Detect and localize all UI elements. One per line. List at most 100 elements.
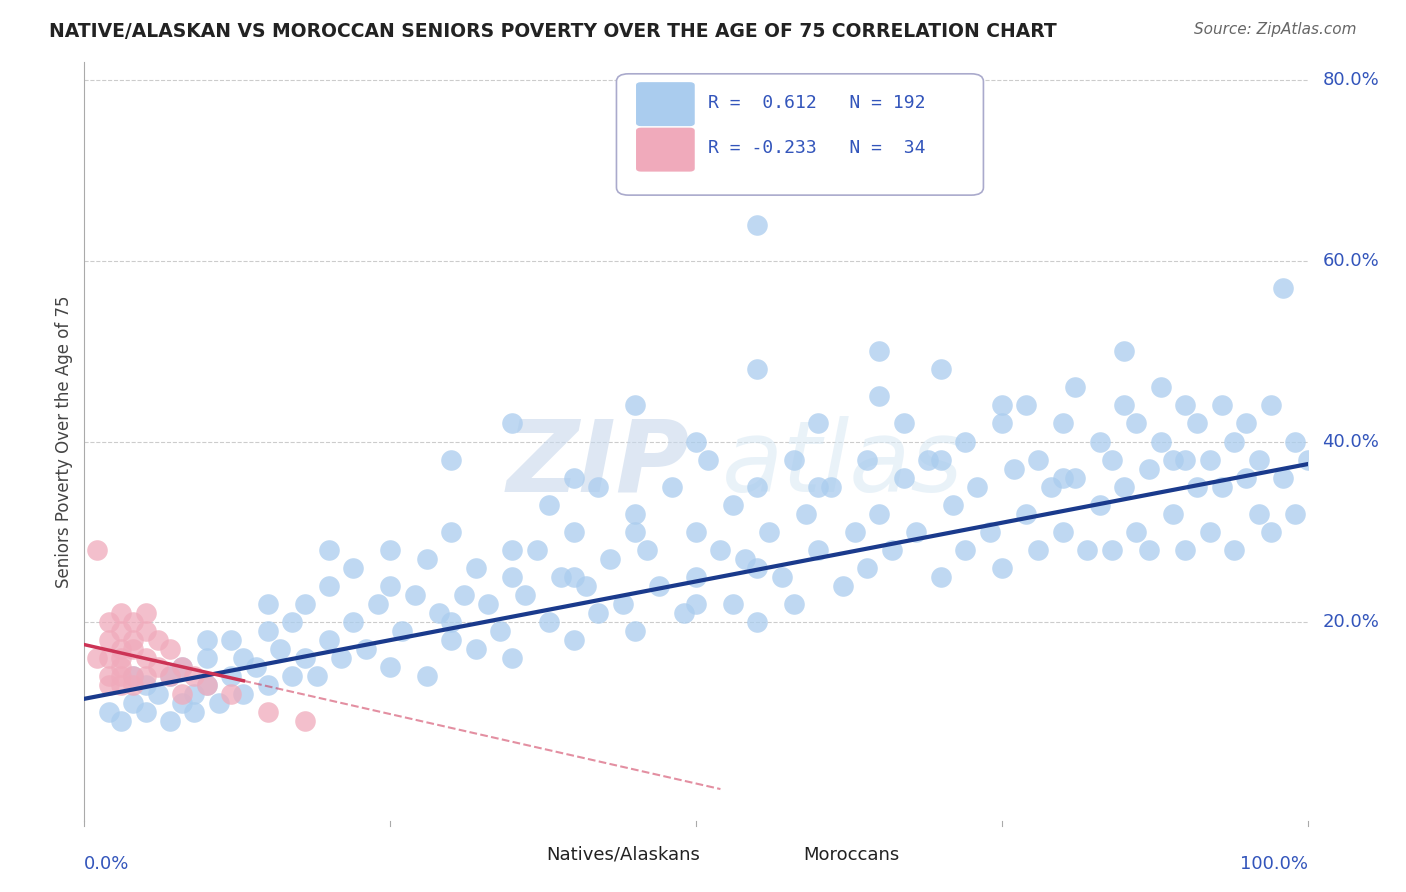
Point [269,642,291,657]
Point [575,579,598,593]
Point [318,542,340,557]
Text: atlas: atlas [721,416,963,513]
Point [1161,452,1184,467]
Point [159,714,181,729]
Point [1076,542,1098,557]
Point [122,615,145,629]
Point [1236,470,1258,484]
Point [257,706,280,720]
Point [380,660,402,674]
Point [685,434,707,449]
Point [183,706,205,720]
Point [562,470,585,484]
Point [122,678,145,692]
Text: 100.0%: 100.0% [1240,855,1308,872]
Point [538,615,561,629]
Point [747,615,769,629]
Point [110,660,132,674]
Point [709,542,731,557]
FancyBboxPatch shape [636,128,695,171]
Point [820,480,842,494]
Point [97,633,120,648]
Point [380,579,402,593]
Point [122,633,145,648]
Point [942,498,965,512]
Point [172,687,194,701]
Point [159,669,181,683]
Point [966,480,988,494]
Point [672,606,695,620]
Point [135,651,157,665]
Point [586,480,609,494]
Point [440,452,463,467]
Point [783,452,806,467]
Point [354,642,377,657]
Point [294,714,316,729]
Point [697,452,720,467]
Text: 60.0%: 60.0% [1322,252,1379,270]
Point [135,606,157,620]
Point [917,452,939,467]
Point [281,669,304,683]
Point [747,362,769,376]
FancyBboxPatch shape [636,82,695,126]
Point [1296,452,1319,467]
Point [624,624,647,639]
Point [257,678,280,692]
Point [893,417,915,431]
Point [1052,470,1074,484]
Point [1101,542,1123,557]
Point [929,452,952,467]
Point [305,669,328,683]
Point [1125,524,1147,539]
Point [1088,498,1111,512]
Point [734,552,756,566]
Point [624,524,647,539]
Point [122,669,145,683]
Text: Source: ZipAtlas.com: Source: ZipAtlas.com [1194,22,1357,37]
Point [172,660,194,674]
Point [380,542,402,557]
Point [502,651,524,665]
Point [1187,480,1209,494]
Point [464,561,486,575]
Point [929,362,952,376]
FancyBboxPatch shape [491,838,541,876]
Point [562,570,585,584]
Point [1114,480,1136,494]
Point [1028,452,1050,467]
Point [1002,461,1025,475]
Point [110,678,132,692]
Point [440,615,463,629]
Point [110,714,132,729]
Point [477,597,499,611]
Point [586,606,609,620]
Point [440,524,463,539]
Point [122,696,145,710]
Point [991,561,1014,575]
Point [661,480,683,494]
Point [453,588,475,602]
Point [1039,480,1062,494]
Point [1101,452,1123,467]
Point [219,687,242,701]
Point [97,669,120,683]
Text: 40.0%: 40.0% [1322,433,1379,450]
Point [342,615,364,629]
Point [991,417,1014,431]
Point [232,687,254,701]
Text: 0.0%: 0.0% [84,855,129,872]
Point [195,633,218,648]
Point [342,561,364,575]
Point [110,642,132,657]
Point [880,542,903,557]
Point [747,480,769,494]
Point [783,597,806,611]
Point [86,542,108,557]
Point [1150,380,1173,394]
Point [770,570,793,584]
Point [1247,452,1270,467]
Point [464,642,486,657]
Point [599,552,621,566]
Point [624,399,647,413]
